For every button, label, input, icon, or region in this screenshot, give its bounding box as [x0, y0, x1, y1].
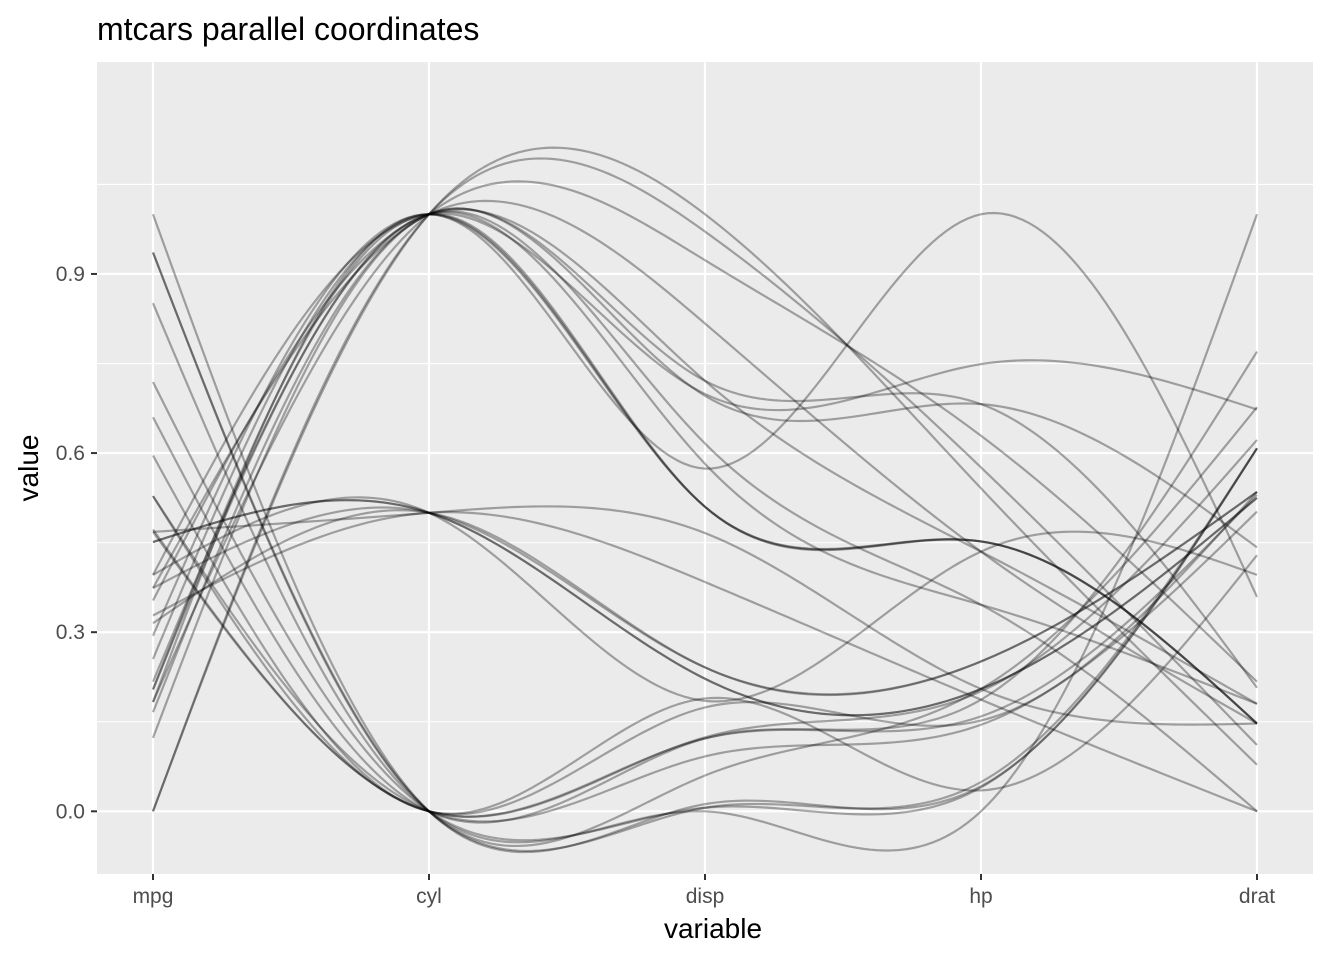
series-line: [152, 381, 1258, 842]
chart-title: mtcars parallel coordinates: [97, 11, 479, 47]
series-line: [152, 208, 1258, 705]
series-line: [151, 211, 1259, 703]
y-axis-title: value: [13, 435, 44, 502]
x-axis-title: variable: [664, 913, 762, 944]
series-line: [152, 497, 1258, 717]
series-line: [151, 213, 1258, 725]
y-tick-label: 0.0: [56, 800, 85, 823]
y-tick-label: 0.6: [56, 442, 85, 465]
series-line: [152, 350, 1258, 824]
series-line: [151, 213, 1258, 854]
series-line: [152, 491, 1258, 816]
series-line: [151, 252, 1258, 853]
x-tick-label: cyl: [416, 885, 442, 908]
series-line: [151, 180, 1258, 703]
series-line: [152, 439, 1258, 818]
y-axis-ticks: 0.0 0.3 0.6 0.9: [56, 263, 97, 823]
y-tick-label: 0.3: [56, 621, 85, 644]
series-line: [152, 497, 1258, 717]
series-line: [151, 146, 1258, 812]
x-tick-label: mpg: [133, 885, 174, 908]
series-line: [151, 157, 1258, 812]
x-tick-label: hp: [969, 885, 992, 908]
series-line: [152, 505, 1258, 726]
series-line: [151, 210, 1258, 813]
series-line: [151, 252, 1258, 848]
series-line: [152, 494, 1258, 818]
series-line: [152, 496, 1258, 703]
series-lines: [151, 146, 1259, 854]
series-line: [151, 213, 1258, 725]
series-line: [152, 212, 1258, 576]
series-line: [152, 199, 1258, 725]
x-tick-label: disp: [686, 885, 725, 908]
series-line: [151, 207, 1258, 713]
series-line: [152, 495, 1258, 823]
series-line: [152, 454, 1258, 815]
series-line: [152, 490, 1258, 696]
grid-major: [97, 62, 1313, 874]
series-line: [151, 213, 1258, 725]
series-line: [152, 511, 1258, 813]
x-tick-label: drat: [1239, 885, 1275, 908]
x-axis-ticks: mpg cyl disp hp drat: [133, 874, 1275, 908]
series-line: [151, 207, 1258, 739]
series-line: [151, 210, 1258, 705]
series-line: [152, 490, 1258, 697]
series-line: [151, 213, 1259, 852]
y-tick-label: 0.9: [56, 263, 85, 286]
